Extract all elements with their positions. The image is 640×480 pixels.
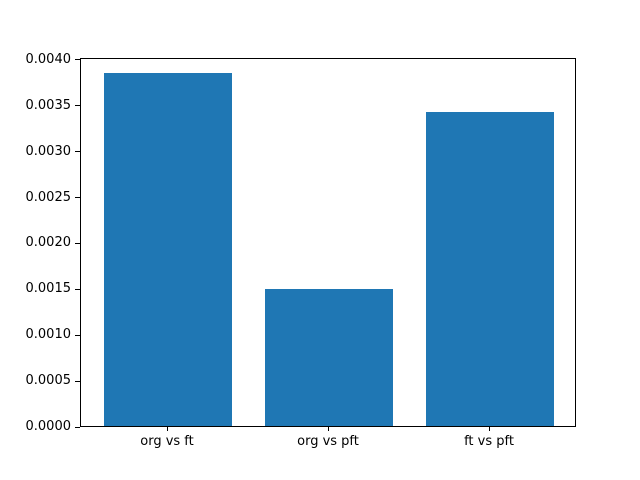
y-tick-label: 0.0015 bbox=[25, 281, 72, 297]
y-tick-label: 0.0025 bbox=[25, 189, 72, 205]
plot-area bbox=[80, 58, 576, 427]
bar-org-vs-ft bbox=[103, 72, 233, 426]
y-tick-mark bbox=[75, 334, 80, 336]
bar-org-vs-pft bbox=[264, 289, 394, 426]
x-tick-mark bbox=[327, 427, 329, 431]
y-tick-mark bbox=[75, 242, 80, 244]
y-tick-label: 0.0040 bbox=[25, 51, 72, 67]
y-tick-mark bbox=[75, 380, 80, 382]
x-tick-mark bbox=[166, 427, 168, 431]
x-tick-label: org vs ft bbox=[140, 434, 194, 449]
y-tick-mark bbox=[75, 151, 80, 153]
y-tick-label: 0.0020 bbox=[25, 235, 72, 251]
x-tick-label: ft vs pft bbox=[464, 434, 514, 449]
y-tick-label: 0.0000 bbox=[25, 419, 72, 434]
y-tick-label: 0.0010 bbox=[25, 327, 72, 343]
y-tick-label: 0.0030 bbox=[25, 143, 72, 159]
y-tick-mark bbox=[75, 288, 80, 290]
y-tick-mark bbox=[75, 197, 80, 198]
x-tick-mark bbox=[488, 427, 490, 431]
y-tick-label: 0.0035 bbox=[25, 97, 72, 113]
y-tick-mark bbox=[75, 59, 80, 61]
bar-ft-vs-pft bbox=[425, 112, 555, 426]
y-tick-mark bbox=[75, 426, 80, 428]
y-tick-label: 0.0005 bbox=[25, 373, 72, 389]
y-tick-mark bbox=[75, 105, 80, 107]
x-tick-label: org vs pft bbox=[297, 434, 359, 449]
